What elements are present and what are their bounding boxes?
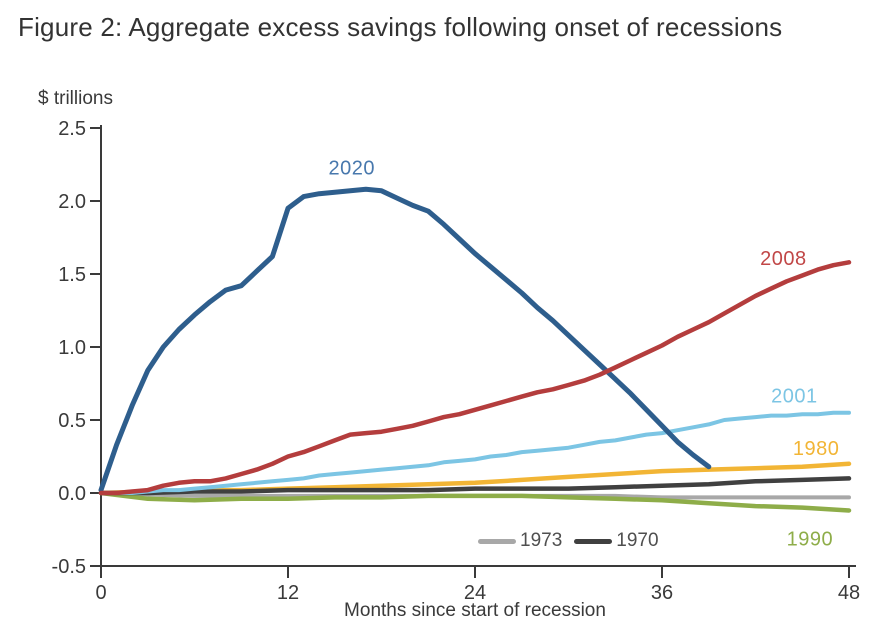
series-label-1980: 1980	[793, 438, 840, 460]
y-axis-tick-label: 1.5	[58, 264, 86, 286]
series-label-2020: 2020	[329, 158, 376, 180]
legend: 1973 1970	[478, 530, 659, 552]
x-axis-tick-label: 12	[277, 582, 299, 604]
legend-label-1973: 1973	[520, 530, 563, 551]
x-axis-tick-label: 36	[651, 582, 673, 604]
series-label-2001: 2001	[771, 385, 818, 407]
y-axis-tick-label: 0.0	[58, 483, 86, 505]
y-axis-tick-label: 1.0	[58, 337, 86, 359]
series-line-1970	[98, 476, 852, 496]
legend-swatch-1973	[478, 538, 516, 544]
series-line-2008	[98, 260, 852, 496]
y-axis-tick-label: 2.0	[58, 191, 86, 213]
legend-label-1970: 1970	[616, 530, 659, 551]
legend-swatch-1970	[574, 538, 613, 544]
series-label-2008: 2008	[760, 248, 807, 270]
legend-item-1970: 1970	[574, 530, 659, 552]
series-line-1990	[98, 490, 852, 513]
legend-item-1973: 1973	[478, 530, 562, 552]
series-line-2001	[99, 410, 851, 495]
y-axis-unit-label: $ trillions	[38, 88, 113, 109]
y-axis-tick-label: 0.5	[58, 410, 86, 432]
x-axis-tick-label: 0	[95, 582, 106, 604]
x-axis-tick-label: 24	[464, 582, 486, 604]
x-axis-tick-label: 48	[838, 582, 860, 604]
figure-title: Figure 2: Aggregate excess savings follo…	[18, 12, 783, 42]
x-axis-title: Months since start of recession	[344, 600, 606, 621]
y-axis-tick-label: -0.5	[52, 556, 86, 578]
series-label-1990: 1990	[787, 529, 834, 551]
y-axis-tick-label: 2.5	[58, 118, 86, 140]
series-line-2020	[98, 186, 712, 493]
